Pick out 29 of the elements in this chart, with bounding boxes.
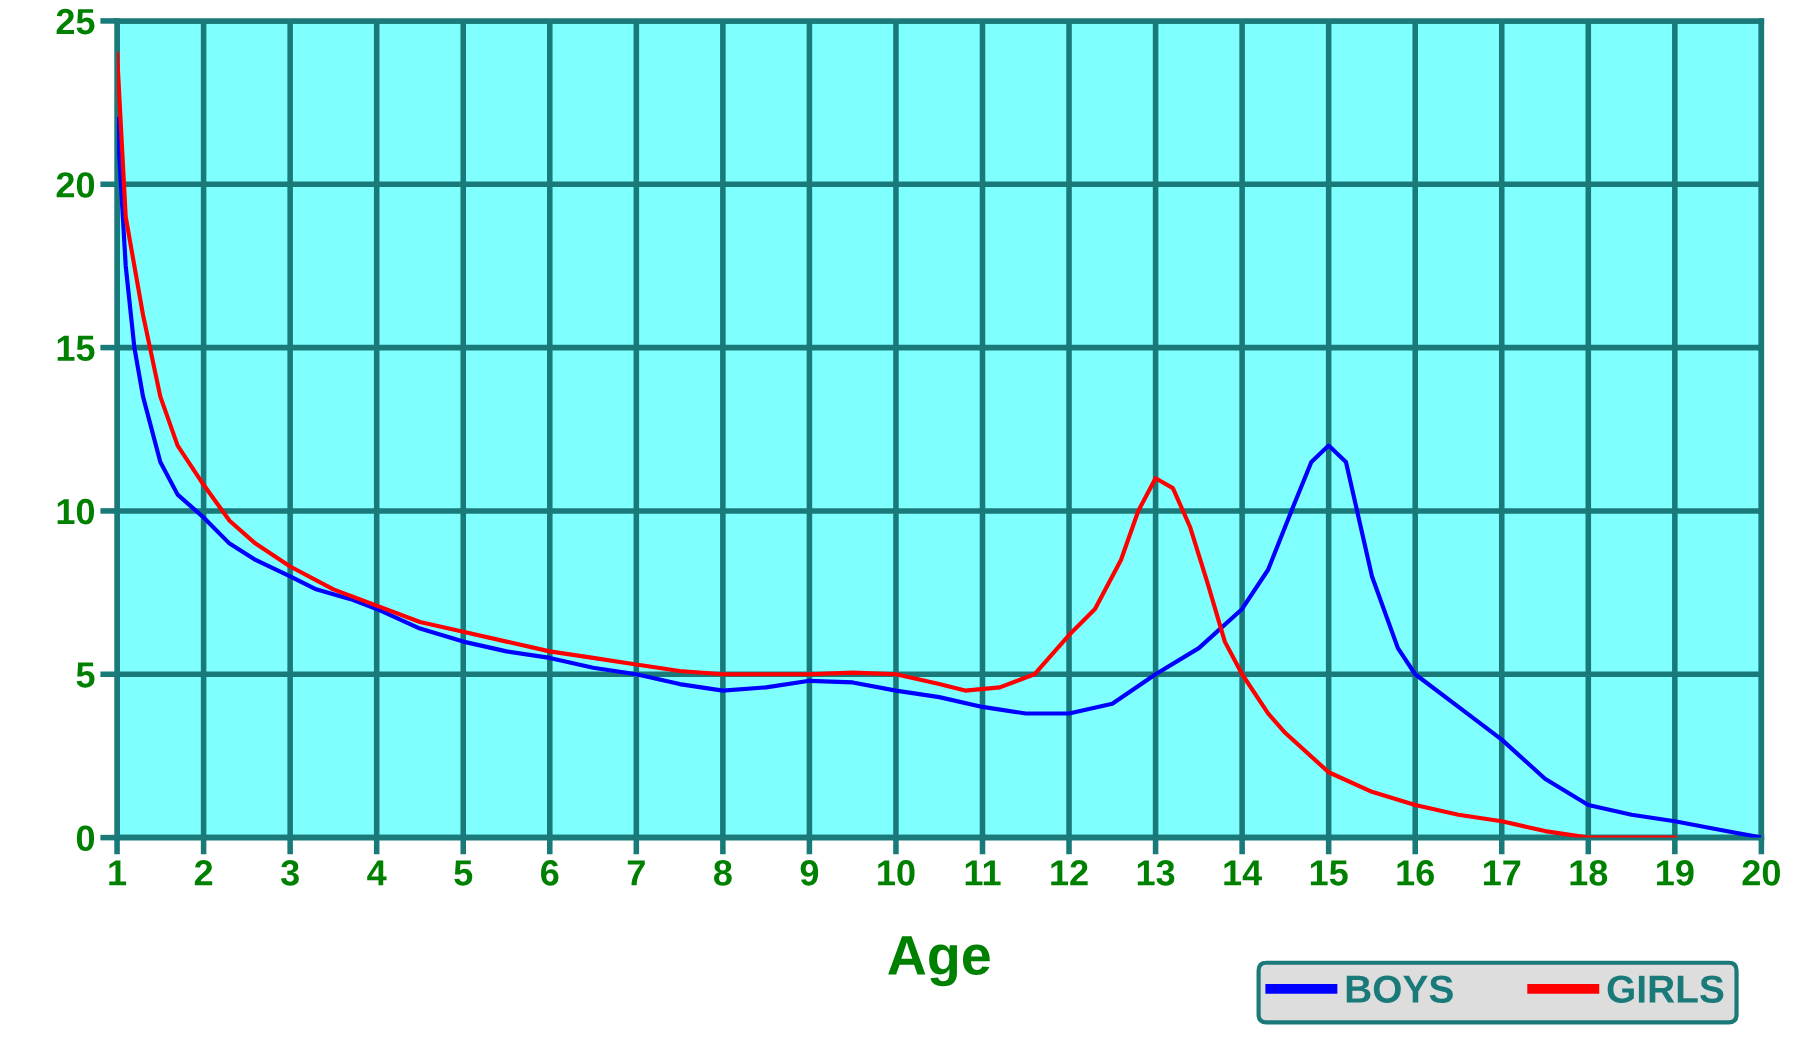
y-tick-label: 0: [76, 825, 95, 852]
legend-label: BOYS: [1346, 975, 1453, 1003]
x-tick-label: 2: [194, 860, 213, 886]
y-tick-label: 25: [56, 8, 95, 35]
x-tick-label: 20: [1742, 860, 1780, 886]
x-tick-label: 7: [627, 860, 645, 886]
x-tick-label: 10: [878, 860, 915, 886]
x-tick-label: 13: [1137, 860, 1175, 886]
x-tick-label: 8: [713, 860, 732, 886]
x-tick-label: 6: [541, 860, 559, 886]
y-tick-label: 20: [56, 172, 95, 198]
y-tick-label: 5: [76, 662, 95, 688]
legend-label: GIRLS: [1607, 975, 1724, 1003]
x-tick-label: 1: [109, 860, 127, 886]
x-tick-label: 12: [1051, 860, 1088, 886]
x-tick-label: 17: [1483, 860, 1521, 886]
x-tick-label: 15: [1310, 860, 1348, 886]
x-axis-title: Age: [888, 936, 990, 987]
x-tick-label: 18: [1570, 860, 1608, 886]
x-tick-label: 11: [965, 860, 1001, 886]
x-tick-label: 19: [1657, 860, 1694, 886]
x-tick-label: 3: [280, 860, 299, 886]
y-tick-label: 15: [57, 335, 95, 362]
x-tick-label: 14: [1224, 860, 1263, 886]
x-tick-label: 5: [454, 860, 473, 886]
x-tick-label: 9: [800, 860, 819, 886]
x-tick-label: 16: [1397, 860, 1434, 886]
y-tick-label: 10: [57, 498, 95, 525]
x-tick-label: 4: [367, 860, 387, 886]
